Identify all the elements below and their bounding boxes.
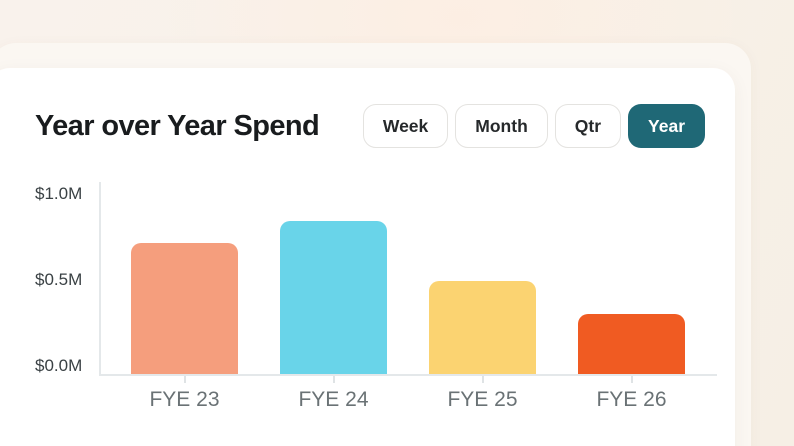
page-title: Year over Year Spend <box>35 109 320 142</box>
y-axis-label-0-5m: $0.5M <box>35 270 83 289</box>
period-toggle-group: Week Month Qtr Year <box>362 104 705 148</box>
x-axis-label-fye-25: FYE 25 <box>447 388 518 411</box>
x-axis-tick <box>183 376 186 383</box>
x-axis-column-fye-23: FYE 23 <box>131 376 238 412</box>
x-axis-tick <box>630 376 633 383</box>
y-axis: $1.0M $0.5M $0.0M <box>35 182 99 376</box>
x-axis-label-fye-24: FYE 24 <box>298 388 369 411</box>
x-axis: FYE 23 FYE 24 FYE 25 FYE 26 <box>101 376 717 412</box>
period-month-button[interactable]: Month <box>455 104 548 148</box>
bar-fye-23[interactable] <box>131 242 238 374</box>
card-header: Year over Year Spend Week Month Qtr Year <box>0 68 735 148</box>
bar-series <box>101 192 717 374</box>
x-axis-tick <box>332 376 335 383</box>
x-axis-label-fye-26: FYE 26 <box>596 388 667 411</box>
period-qtr-button[interactable]: Qtr <box>554 104 622 148</box>
bar-fye-26[interactable] <box>578 313 685 374</box>
y-axis-label-0-0m: $0.0M <box>35 356 83 375</box>
chart-plot-area <box>99 182 717 376</box>
x-axis-label-fye-23: FYE 23 <box>149 388 220 411</box>
x-axis-column-fye-26: FYE 26 <box>578 376 685 412</box>
x-axis-column-fye-25: FYE 25 <box>429 376 536 412</box>
period-week-button[interactable]: Week <box>362 104 449 148</box>
chart-body: $1.0M $0.5M $0.0M <box>35 182 717 376</box>
year-spend-bar-chart: $1.0M $0.5M $0.0M FYE 23 FYE 24 FYE 25 FYE … <box>35 182 717 412</box>
x-axis-column-fye-24: FYE 24 <box>280 376 387 412</box>
x-axis-tick <box>481 376 484 383</box>
y-axis-label-1-0m: $1.0M <box>35 184 83 203</box>
spend-chart-card: Year over Year Spend Week Month Qtr Year… <box>0 68 735 446</box>
period-year-button[interactable]: Year <box>628 104 705 148</box>
bar-fye-25[interactable] <box>429 281 536 374</box>
bar-fye-24[interactable] <box>280 221 387 374</box>
